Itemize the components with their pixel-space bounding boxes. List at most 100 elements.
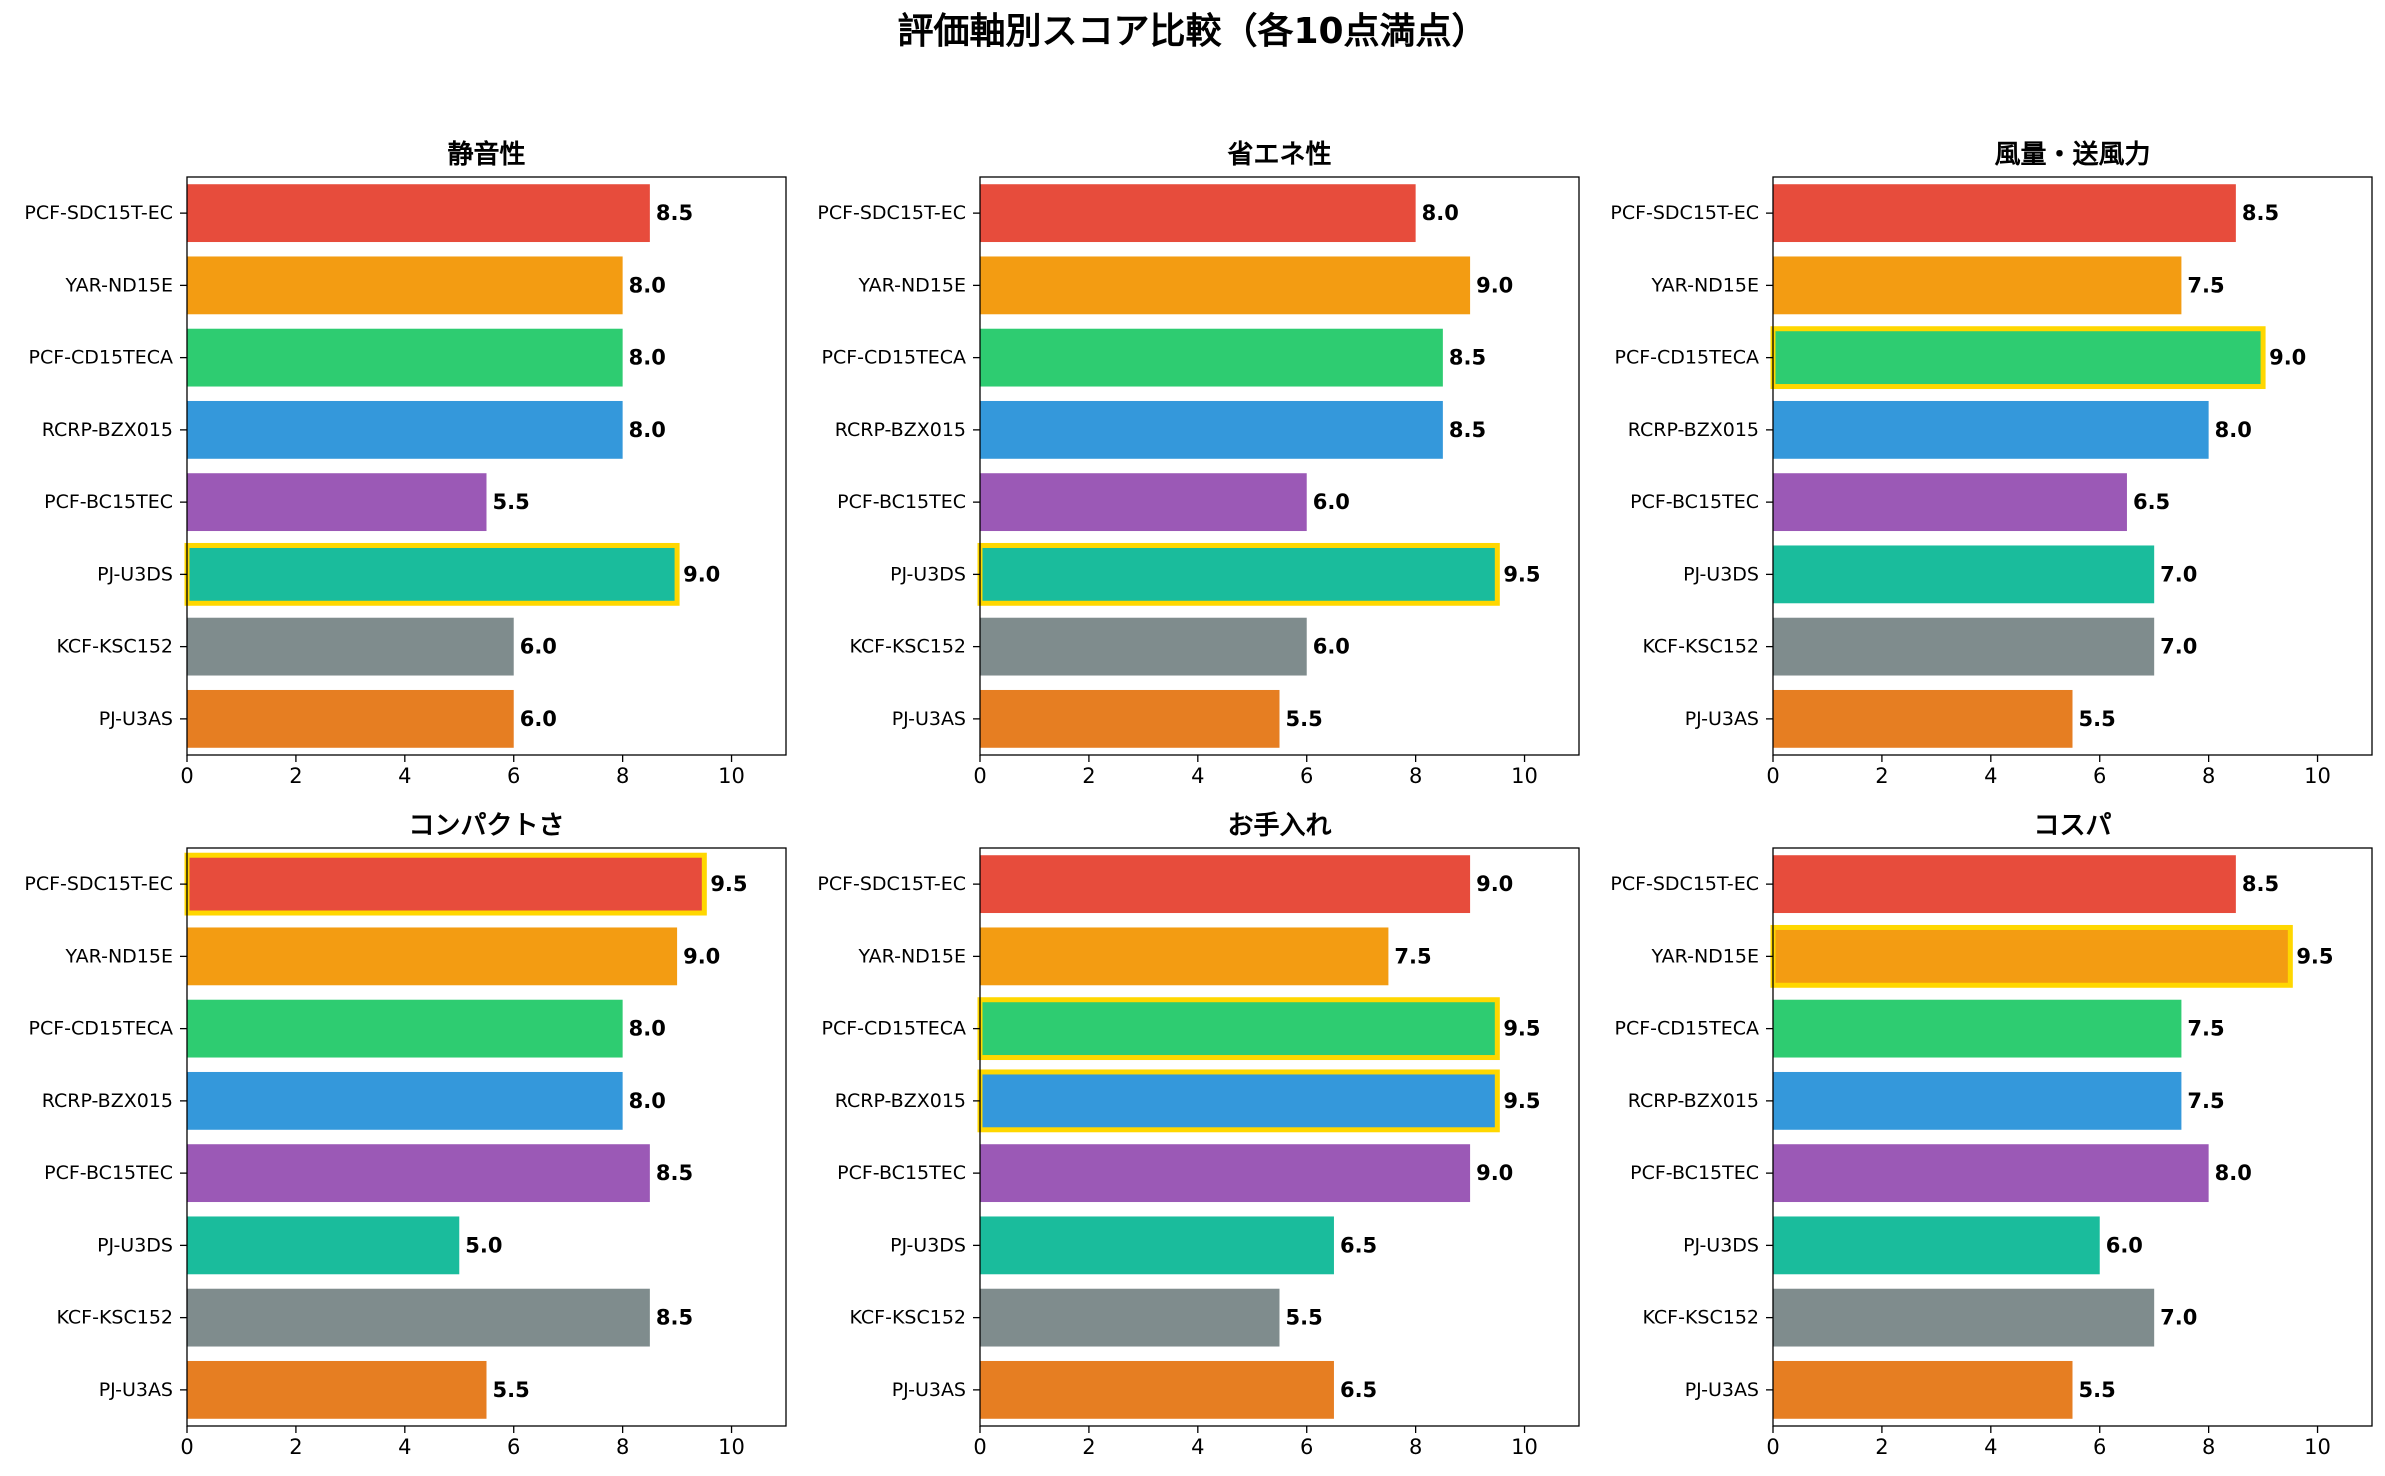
bar bbox=[187, 617, 514, 676]
x-tick-label: 2 bbox=[289, 764, 302, 788]
value-label: 8.5 bbox=[656, 1161, 693, 1185]
value-label: 9.5 bbox=[710, 872, 747, 896]
bar bbox=[980, 617, 1307, 676]
chart-title: お手入れ bbox=[1227, 811, 1331, 841]
y-tick-label: RCRP-BZX015 bbox=[42, 419, 173, 441]
x-tick-label: 2 bbox=[1082, 764, 1095, 788]
value-label: 8.5 bbox=[656, 201, 693, 225]
x-tick-label: 6 bbox=[507, 764, 520, 788]
value-label: 8.0 bbox=[629, 1017, 666, 1041]
value-label: 7.0 bbox=[2160, 562, 2197, 586]
bar bbox=[1773, 617, 2155, 676]
x-tick-label: 6 bbox=[507, 1435, 520, 1459]
bar bbox=[980, 473, 1307, 532]
value-label: 8.5 bbox=[2242, 201, 2279, 225]
bar bbox=[187, 689, 514, 748]
y-tick-label: PCF-BC15TEC bbox=[837, 1162, 966, 1184]
value-label: 9.5 bbox=[2296, 944, 2333, 968]
value-label: 8.0 bbox=[629, 1089, 666, 1113]
bar bbox=[980, 927, 1389, 986]
value-label: 6.0 bbox=[1313, 635, 1350, 659]
x-tick-label: 10 bbox=[718, 764, 745, 788]
value-label: 9.5 bbox=[1503, 562, 1540, 586]
y-tick-label: KCF-KSC152 bbox=[56, 636, 173, 658]
value-label: 8.0 bbox=[2215, 1161, 2252, 1185]
y-tick-label: PCF-CD15TECA bbox=[29, 1018, 173, 1040]
x-tick-label: 0 bbox=[973, 1435, 986, 1459]
x-tick-label: 4 bbox=[1984, 764, 1997, 788]
value-label: 9.0 bbox=[1476, 273, 1513, 297]
value-label: 6.5 bbox=[1340, 1233, 1377, 1257]
y-tick-label: PJ-U3AS bbox=[1685, 1379, 1759, 1401]
y-tick-label: PJ-U3AS bbox=[892, 1379, 966, 1401]
y-tick-label: PCF-CD15TECA bbox=[822, 1018, 966, 1040]
value-label: 5.5 bbox=[2079, 1378, 2116, 1402]
value-label: 9.0 bbox=[683, 944, 720, 968]
value-label: 8.5 bbox=[656, 1306, 693, 1330]
bar-highlighted bbox=[977, 997, 1500, 1061]
y-tick-label: RCRP-BZX015 bbox=[1628, 419, 1759, 441]
value-label: 6.0 bbox=[1313, 490, 1350, 514]
chart-panel: コスパ PCF-SDC15T-EC 8.5 YAR-ND15E 9.5 PCF-CD15T… bbox=[1610, 811, 2373, 1459]
bar-highlighted bbox=[977, 1069, 1500, 1133]
y-tick-label: PCF-BC15TEC bbox=[837, 491, 966, 513]
y-tick-label: YAR-ND15E bbox=[1651, 274, 1759, 296]
value-label: 5.5 bbox=[493, 490, 530, 514]
y-tick-label: KCF-KSC152 bbox=[849, 636, 966, 658]
x-tick-label: 10 bbox=[1511, 764, 1538, 788]
bar bbox=[980, 400, 1443, 459]
y-tick-label: PCF-BC15TEC bbox=[1630, 491, 1759, 513]
y-tick-label: PCF-BC15TEC bbox=[44, 1162, 173, 1184]
value-label: 6.0 bbox=[2106, 1233, 2143, 1257]
bar bbox=[187, 400, 623, 459]
x-tick-label: 2 bbox=[1875, 1435, 1888, 1459]
bar bbox=[1773, 855, 2236, 914]
x-tick-label: 8 bbox=[1409, 1435, 1422, 1459]
bar bbox=[1773, 1071, 2182, 1130]
x-tick-label: 8 bbox=[2202, 1435, 2215, 1459]
bar bbox=[1773, 184, 2236, 243]
value-label: 7.5 bbox=[1394, 944, 1431, 968]
bar bbox=[980, 328, 1443, 387]
bar-highlighted bbox=[1770, 924, 2293, 988]
chart-panel: 省エネ性 PCF-SDC15T-EC 8.0 YAR-ND15E 9.0 PCF-CD15… bbox=[817, 140, 1580, 788]
value-label: 9.0 bbox=[683, 562, 720, 586]
value-label: 7.5 bbox=[2187, 1017, 2224, 1041]
x-tick-label: 10 bbox=[2304, 1435, 2331, 1459]
y-tick-label: PCF-SDC15T-EC bbox=[817, 202, 966, 224]
value-label: 6.5 bbox=[2133, 490, 2170, 514]
x-tick-label: 8 bbox=[616, 1435, 629, 1459]
x-tick-label: 2 bbox=[1875, 764, 1888, 788]
chart-panel: コンパクトさ PCF-SDC15T-EC 9.5 YAR-ND15E 9.0 PCF-CD… bbox=[24, 811, 787, 1459]
value-label: 8.5 bbox=[1449, 346, 1486, 370]
x-tick-label: 0 bbox=[1766, 764, 1779, 788]
x-tick-label: 2 bbox=[1082, 1435, 1095, 1459]
bar bbox=[980, 256, 1471, 315]
y-tick-label: PJ-U3DS bbox=[890, 563, 966, 585]
x-tick-label: 0 bbox=[973, 764, 986, 788]
y-tick-label: PCF-BC15TEC bbox=[44, 491, 173, 513]
y-tick-label: PJ-U3DS bbox=[97, 1234, 173, 1256]
y-tick-label: PCF-CD15TECA bbox=[29, 347, 173, 369]
x-tick-label: 10 bbox=[718, 1435, 745, 1459]
x-tick-label: 4 bbox=[398, 1435, 411, 1459]
y-tick-label: PCF-CD15TECA bbox=[1615, 1018, 1759, 1040]
value-label: 5.5 bbox=[2079, 707, 2116, 731]
bar bbox=[187, 1216, 460, 1275]
y-tick-label: PCF-CD15TECA bbox=[1615, 347, 1759, 369]
y-tick-label: YAR-ND15E bbox=[65, 945, 173, 967]
x-tick-label: 4 bbox=[1191, 1435, 1204, 1459]
y-tick-label: RCRP-BZX015 bbox=[1628, 1090, 1759, 1112]
bar bbox=[980, 1288, 1280, 1347]
y-tick-label: PJ-U3DS bbox=[1683, 1234, 1759, 1256]
plot-frame bbox=[1772, 176, 2373, 756]
value-label: 7.0 bbox=[2160, 1306, 2197, 1330]
value-label: 9.5 bbox=[1503, 1017, 1540, 1041]
bar bbox=[1773, 545, 2155, 604]
y-tick-label: RCRP-BZX015 bbox=[835, 1090, 966, 1112]
y-tick-label: KCF-KSC152 bbox=[1642, 1307, 1759, 1329]
x-tick-label: 2 bbox=[289, 1435, 302, 1459]
bar bbox=[1773, 1288, 2155, 1347]
x-tick-label: 8 bbox=[616, 764, 629, 788]
